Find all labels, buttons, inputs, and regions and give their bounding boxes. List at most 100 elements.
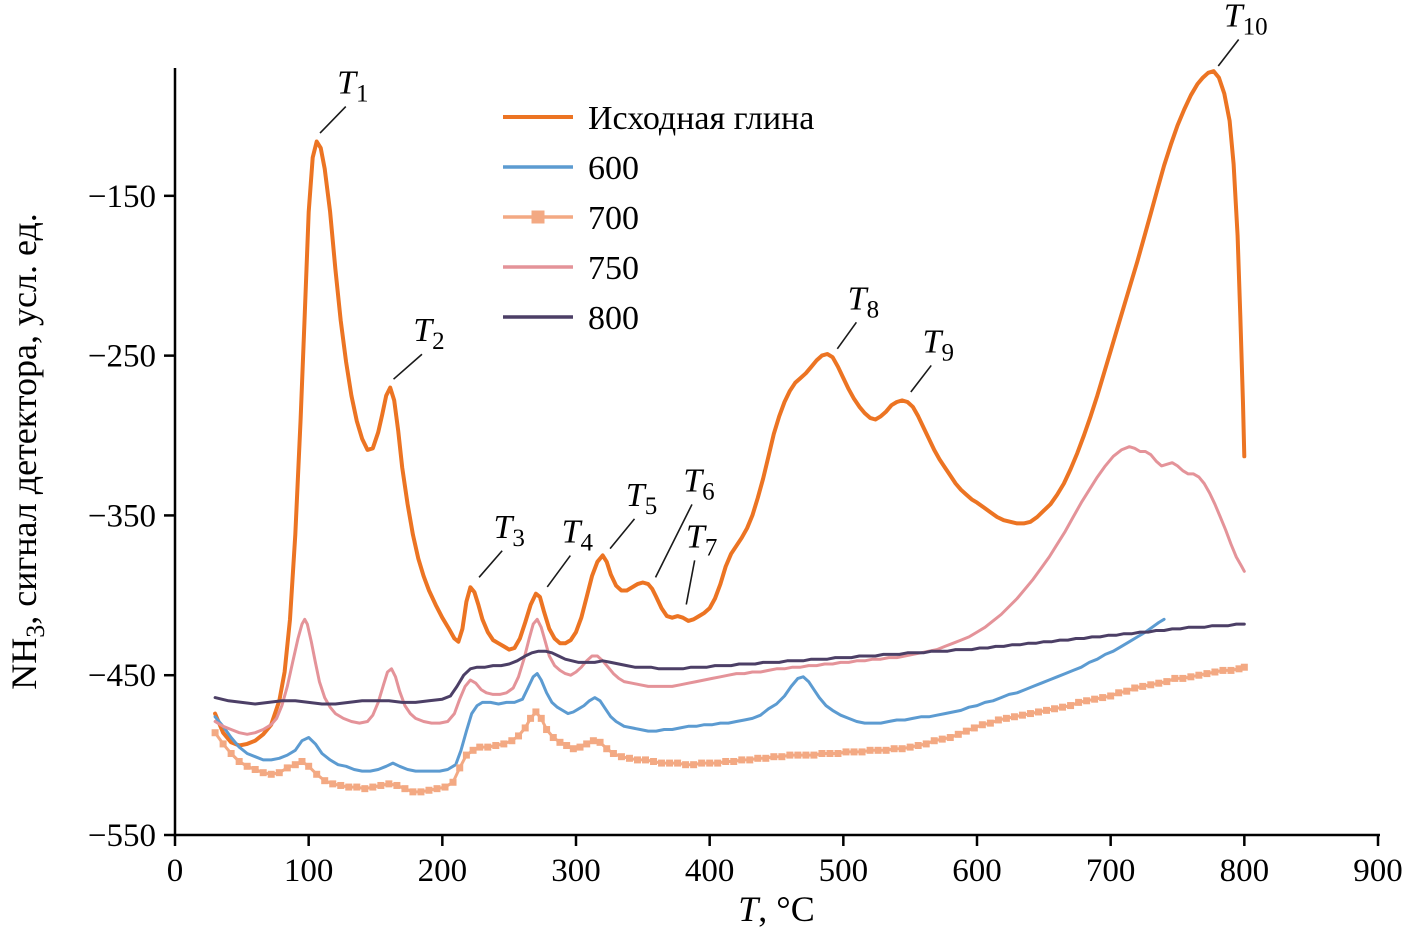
annotations: T1 T2 T3 T4 T5 T6 T7 T8 T9 T10 <box>319 0 1268 605</box>
annotation-label: T3 <box>493 509 524 552</box>
series-marker <box>369 783 377 791</box>
annotation-label: T5 <box>626 477 657 520</box>
series-marker <box>746 756 754 764</box>
series-marker <box>802 751 810 759</box>
series-marker <box>770 753 778 761</box>
series-marker <box>1075 698 1083 706</box>
series-marker <box>1034 708 1042 716</box>
series-marker <box>890 745 898 753</box>
x-axis-title: T, °C <box>738 889 814 929</box>
series-800 <box>213 622 1246 706</box>
series-marker <box>603 745 611 753</box>
series-marker <box>353 783 361 791</box>
y-tick-label: −350 <box>88 498 156 534</box>
x-tick-label: 500 <box>819 853 869 889</box>
series-marker <box>227 750 235 758</box>
series-marker <box>810 751 818 759</box>
series-marker <box>642 756 650 764</box>
series-marker <box>589 737 597 745</box>
legend-label: Исходная глина <box>588 100 814 137</box>
y-tick-label: −550 <box>88 818 156 854</box>
series-marker <box>778 753 786 761</box>
legend-label: 700 <box>588 200 639 237</box>
series-marker <box>962 727 970 735</box>
x-tick-label: 400 <box>685 853 735 889</box>
series-marker <box>298 757 306 765</box>
x-tick-label: 0 <box>167 853 184 889</box>
legend: Исходная глина 600 700 750 800 <box>503 100 814 337</box>
series-marker <box>521 724 529 732</box>
series-marker <box>1018 711 1026 719</box>
x-tick-label: 900 <box>1353 853 1403 889</box>
series-marker <box>385 780 393 788</box>
series-700 <box>211 663 1248 796</box>
x-tick-label: 800 <box>1220 853 1270 889</box>
series-marker <box>1163 678 1171 686</box>
series-marker <box>1155 679 1163 687</box>
series-исходная-глина <box>213 69 1247 748</box>
series-marker <box>986 719 994 727</box>
series-marker <box>722 757 730 765</box>
series-marker <box>946 734 954 742</box>
annotation-label: T1 <box>337 65 368 108</box>
series-marker <box>1059 703 1067 711</box>
series-line-700 <box>213 665 1246 794</box>
series-marker <box>858 748 866 756</box>
series-marker <box>417 788 425 796</box>
series-marker <box>1203 670 1211 678</box>
series-marker <box>337 781 345 789</box>
series-marker <box>666 759 674 767</box>
series-marker <box>1179 674 1187 682</box>
series-marker <box>596 738 604 746</box>
axes: −150 −250 −350 −450 −550 0 100 200 300 400 500 600 7… <box>4 68 1403 929</box>
series-marker <box>1083 697 1091 705</box>
series-marker <box>527 714 535 722</box>
annotation-leader <box>654 504 693 578</box>
annotation-label: T2 <box>413 312 444 355</box>
series-marker <box>938 735 946 743</box>
annotation-label: T9 <box>923 323 954 366</box>
series-marker <box>449 778 457 786</box>
x-tick-label: 300 <box>551 853 601 889</box>
series-marker <box>874 746 882 754</box>
series-marker <box>1010 713 1018 721</box>
annotation-leader <box>685 560 696 605</box>
series-marker <box>305 762 313 770</box>
annotation-label: T8 <box>848 280 879 323</box>
series-marker <box>850 748 858 756</box>
series-marker <box>914 742 922 750</box>
series-marker <box>345 783 353 791</box>
series-marker <box>267 770 275 778</box>
series-marker <box>462 751 470 759</box>
y-tick-label: −450 <box>88 658 156 694</box>
series-marker <box>674 759 682 767</box>
series-marker <box>738 756 746 764</box>
annotation-leader <box>836 321 858 350</box>
series-marker <box>1091 695 1099 703</box>
series-600 <box>213 617 1166 773</box>
series-marker <box>329 780 337 788</box>
legend-marker <box>531 210 545 224</box>
series-marker <box>714 759 722 767</box>
series-marker <box>235 757 243 765</box>
series-marker <box>537 714 545 722</box>
legend-label: 750 <box>588 250 639 287</box>
series-marker <box>762 754 770 762</box>
series-line-750 <box>213 445 1246 736</box>
series-marker <box>1123 687 1131 695</box>
series-marker <box>532 708 540 716</box>
series-marker <box>682 761 690 769</box>
y-tick-label: −150 <box>88 179 156 215</box>
series-marker <box>930 737 938 745</box>
x-tick-label: 100 <box>284 853 334 889</box>
series-marker <box>625 754 633 762</box>
series-marker <box>441 783 449 791</box>
series-marker <box>1171 674 1179 682</box>
x-tick-label: 600 <box>952 853 1002 889</box>
series-marker <box>1099 694 1107 702</box>
series-marker <box>1131 684 1139 692</box>
series-marker <box>866 746 874 754</box>
series-marker <box>834 750 842 758</box>
